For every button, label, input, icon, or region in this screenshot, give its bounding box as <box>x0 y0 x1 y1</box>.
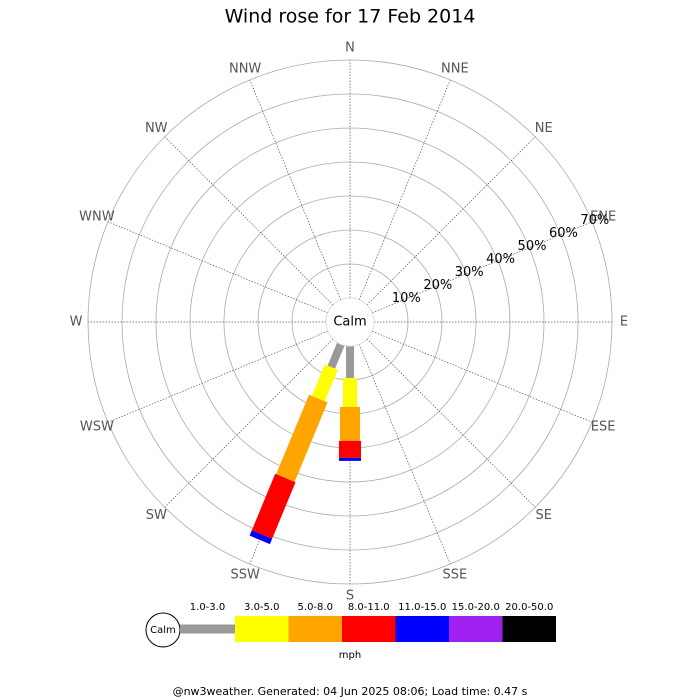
calm-circle <box>325 297 375 347</box>
direction-label: N <box>345 41 355 56</box>
spoke <box>358 344 451 565</box>
direction-label: ENE <box>590 210 616 225</box>
r-tick-label: 20% <box>423 278 452 293</box>
spoke <box>107 221 328 314</box>
direction-label: NNE <box>441 61 469 76</box>
r-tick-label: 40% <box>486 252 515 267</box>
direction-label: W <box>70 315 83 330</box>
rose-segment <box>249 530 273 545</box>
direction-label: NNW <box>229 61 261 76</box>
legend-swatch <box>395 616 449 642</box>
spoke <box>358 79 451 300</box>
legend-label: 3.0-5.0 <box>244 602 279 613</box>
legend-label: 20.0-50.0 <box>505 602 553 613</box>
direction-label: WSW <box>80 419 114 434</box>
legend-label: 15.0-20.0 <box>452 602 500 613</box>
direction-label: ESE <box>591 419 616 434</box>
grid-ring <box>155 127 545 517</box>
rose-segment <box>327 342 345 369</box>
legend-swatch <box>235 616 289 642</box>
r-tick-label: 10% <box>392 291 421 306</box>
spoke <box>164 136 334 306</box>
direction-label: NE <box>535 121 553 136</box>
direction-label: SW <box>146 508 167 523</box>
direction-label: SSW <box>230 568 260 583</box>
legend-label: 8.0-11.0 <box>348 602 390 613</box>
spoke <box>372 330 593 423</box>
spoke <box>164 338 334 508</box>
r-tick-label: 30% <box>455 265 484 280</box>
legend-calm-label: Calm <box>150 625 176 636</box>
direction-label: SSE <box>442 568 467 583</box>
direction-label: NW <box>145 121 168 136</box>
calm-label: Calm <box>333 315 366 330</box>
footer: @nw3weather. Generated: 04 Jun 2025 08:0… <box>173 685 528 698</box>
direction-label: E <box>620 315 628 330</box>
rose-segment <box>276 394 328 482</box>
r-tick-label: 60% <box>549 226 578 241</box>
legend-unit: mph <box>339 650 361 661</box>
spoke <box>107 330 328 423</box>
r-tick-label: 70% <box>580 213 609 228</box>
legend-swatch <box>288 616 342 642</box>
legend-label: 5.0-8.0 <box>298 602 333 613</box>
legend-swatch <box>502 616 556 642</box>
legend-swatch <box>342 616 396 642</box>
spoke <box>366 136 536 306</box>
legend-label: 1.0-3.0 <box>190 602 225 613</box>
spoke <box>249 79 342 300</box>
rose-segment <box>311 364 338 402</box>
spoke <box>372 221 593 314</box>
legend-swatch <box>180 624 235 634</box>
spoke <box>366 338 536 508</box>
chart-title: Wind rose for 17 Feb 2014 <box>225 6 476 28</box>
direction-label: WNW <box>79 210 115 225</box>
legend-label: 11.0-15.0 <box>398 602 446 613</box>
legend-swatch <box>449 616 503 642</box>
r-tick-label: 50% <box>518 239 547 254</box>
rose-segment <box>251 473 296 539</box>
direction-label: SE <box>536 508 552 523</box>
direction-label: S <box>346 589 354 604</box>
